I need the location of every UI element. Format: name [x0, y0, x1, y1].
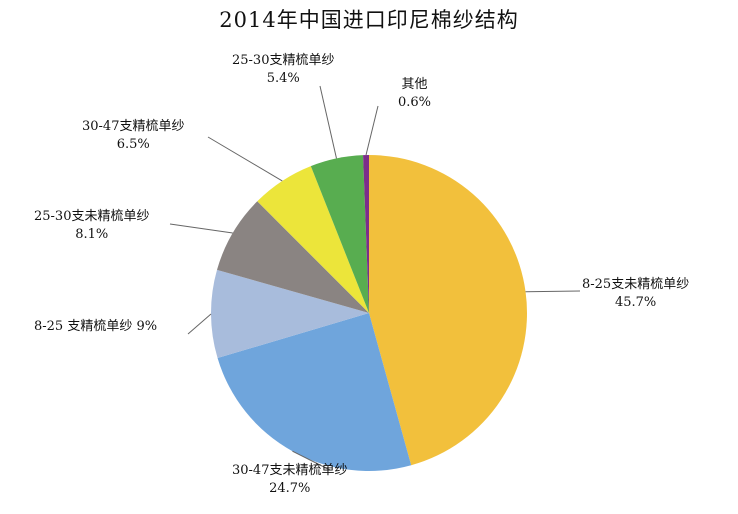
slice-label-3: 25-30支未精梳单纱 8.1% — [34, 209, 150, 242]
pie-slice-4 — [257, 166, 369, 313]
leader-line-6 — [365, 105, 379, 156]
slice-label-4: 30-47支精梳单纱 6.5% — [82, 119, 185, 152]
slice-label-2: 8-25 支精梳单纱 9% — [34, 319, 158, 334]
pie-slice-0 — [369, 155, 527, 466]
slice-label-0: 8-25支未精梳单纱 45.7% — [582, 277, 690, 310]
leader-line-0 — [525, 290, 581, 293]
slice-label-5: 25-30支精梳单纱 5.4% — [232, 53, 335, 86]
leader-line-5 — [319, 85, 337, 159]
leader-line-4 — [207, 136, 283, 182]
pie-slice-1 — [217, 313, 412, 471]
leader-line-3 — [169, 223, 233, 234]
slice-label-1: 30-47支未精梳单纱 24.7% — [232, 463, 348, 496]
pie-slice-6 — [363, 155, 369, 313]
pie-slice-2 — [211, 269, 369, 359]
pie-slice-5 — [310, 155, 369, 313]
slice-label-6: 其他 0.6% — [398, 77, 432, 110]
chart-title: 2014年中国进口印尼棉纱结构 — [219, 8, 519, 32]
leader-line-1 — [292, 450, 331, 471]
leader-line-2 — [187, 313, 212, 335]
pie-slice-3 — [216, 201, 369, 313]
